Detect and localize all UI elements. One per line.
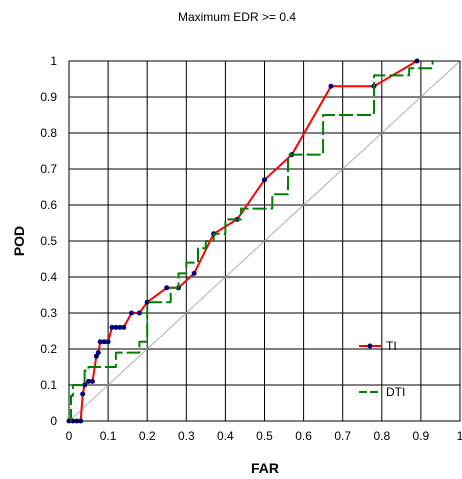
x-tick-label: 0.1 bbox=[100, 429, 117, 443]
data-point-ti bbox=[97, 339, 103, 345]
series-layer bbox=[66, 58, 434, 424]
x-tick-label: 0.2 bbox=[139, 429, 156, 443]
x-tick-label: 0.6 bbox=[295, 429, 312, 443]
y-tick-label: 1 bbox=[50, 54, 57, 68]
y-tick-label: 0.4 bbox=[40, 270, 57, 284]
data-point-ti bbox=[82, 382, 88, 388]
x-tick-label: 0.8 bbox=[373, 429, 390, 443]
data-point-ti bbox=[109, 324, 115, 330]
y-tick-label: 0.5 bbox=[40, 234, 57, 248]
legend-label-dti: DTI bbox=[386, 385, 405, 399]
data-point-ti bbox=[191, 270, 197, 276]
data-point-ti bbox=[89, 378, 95, 384]
plot-area-frame bbox=[68, 60, 461, 422]
x-tick-label: 0.5 bbox=[256, 429, 273, 443]
legend-label-ti: TI bbox=[386, 339, 397, 353]
y-tick-label: 0 bbox=[50, 414, 57, 428]
data-point-ti bbox=[262, 177, 267, 183]
y-tick-label: 0.6 bbox=[40, 198, 57, 212]
chart-title: Maximum EDR >= 0.4 bbox=[178, 10, 296, 24]
data-point-ti bbox=[136, 310, 142, 316]
x-tick-label: 0.7 bbox=[334, 429, 351, 443]
legend: TI DTI bbox=[359, 339, 405, 399]
x-tick-label: 0 bbox=[66, 429, 73, 443]
data-point-ti bbox=[144, 299, 150, 305]
y-axis-title: POD bbox=[11, 226, 27, 256]
y-tick-label: 0.2 bbox=[40, 342, 57, 356]
data-point-ti bbox=[95, 350, 101, 356]
y-tick-label: 0.3 bbox=[40, 306, 57, 320]
y-tick-label: 0.8 bbox=[40, 126, 57, 140]
tick-labels: 0 0.1 0.2 0.3 0.4 0.5 0.6 0.7 0.8 0.9 1 0 0.1 0.2 0.3 0… bbox=[40, 54, 462, 443]
y-tick-label: 0.7 bbox=[40, 162, 57, 176]
series-line-dti bbox=[69, 61, 434, 422]
data-point-ti bbox=[328, 83, 334, 89]
data-point-ti bbox=[101, 339, 107, 345]
data-point-ti bbox=[105, 339, 111, 345]
x-tick-label: 0.3 bbox=[178, 429, 195, 443]
x-tick-label: 0.4 bbox=[217, 429, 234, 443]
data-point-ti bbox=[80, 391, 86, 397]
data-point-ti bbox=[113, 324, 119, 330]
y-tick-label: 0.1 bbox=[40, 378, 57, 392]
data-point-ti bbox=[86, 378, 92, 384]
x-tick-label: 1 bbox=[457, 429, 462, 443]
x-axis-title: FAR bbox=[251, 460, 279, 476]
y-tick-label: 0.9 bbox=[40, 90, 57, 104]
data-point-ti bbox=[164, 285, 170, 291]
data-point-ti bbox=[121, 324, 127, 330]
reference-line bbox=[68, 60, 461, 422]
legend-marker-ti bbox=[367, 343, 373, 349]
reference-diagonal bbox=[68, 60, 461, 422]
data-point-ti bbox=[117, 324, 123, 330]
data-point-ti bbox=[129, 310, 135, 316]
x-tick-label: 0.9 bbox=[413, 429, 430, 443]
